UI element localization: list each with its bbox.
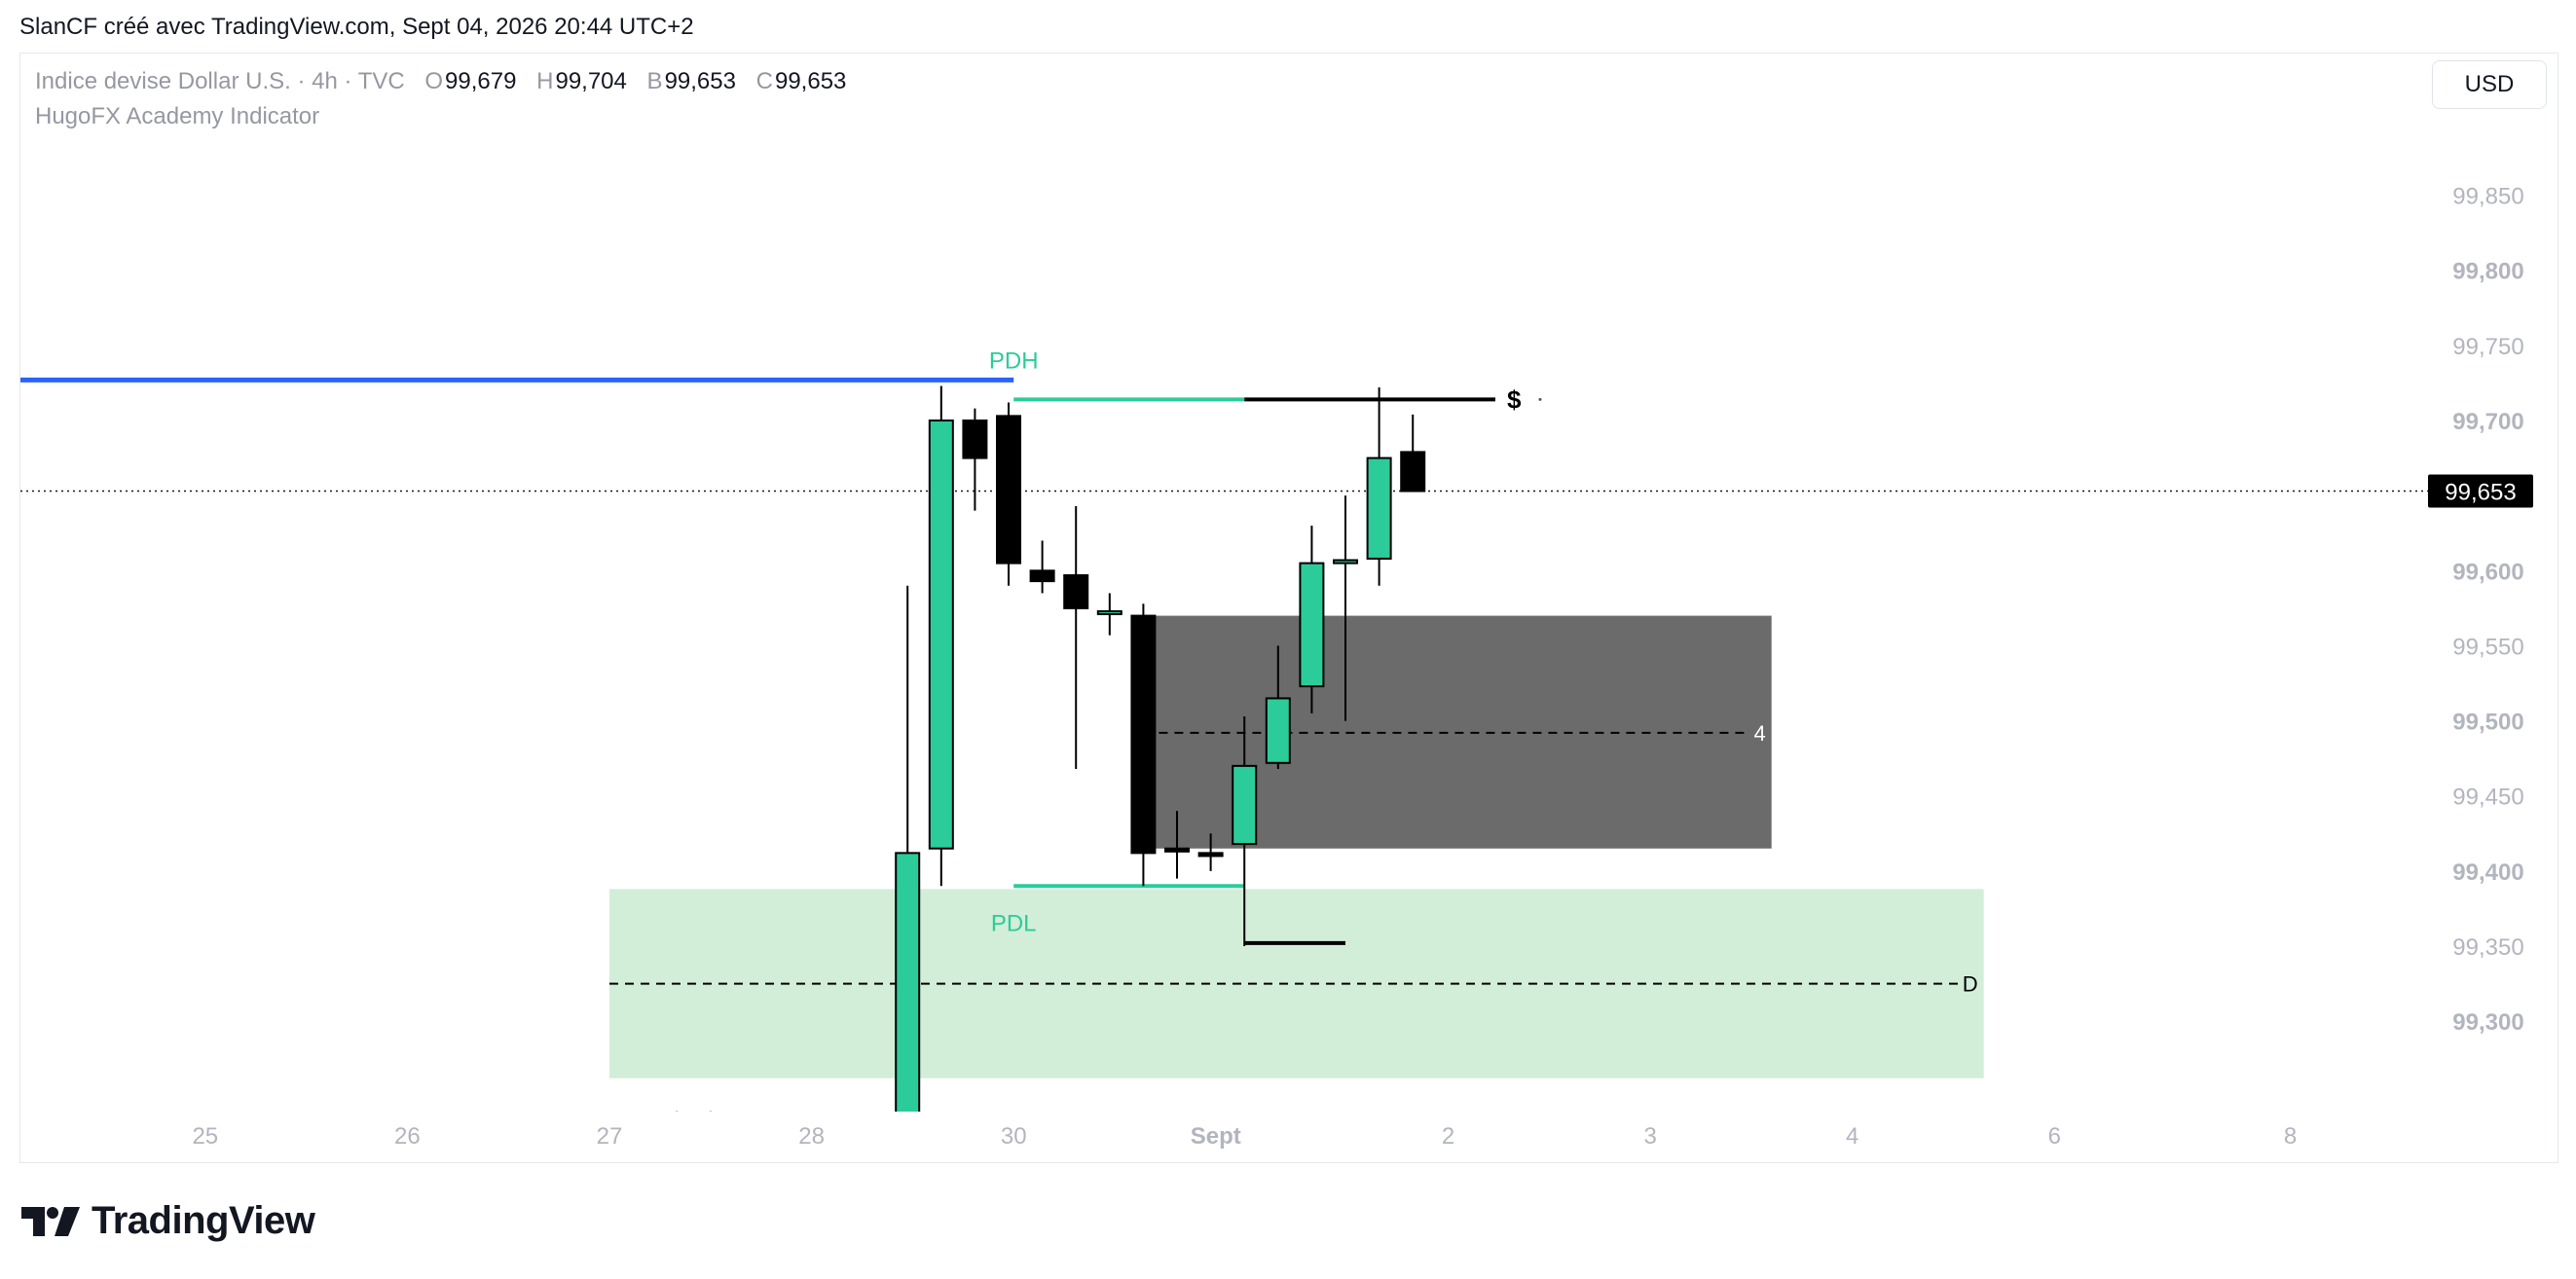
price-tick-label: 99,850: [2452, 184, 2523, 210]
time-tick-label: 6: [2048, 1123, 2061, 1150]
candle-16[interactable]: [1333, 495, 1359, 721]
candle-body: [1029, 569, 1055, 583]
candle-3[interactable]: [895, 585, 921, 1134]
candle-13[interactable]: [1232, 715, 1258, 947]
candle-body: [1197, 852, 1224, 858]
candle-18[interactable]: [1400, 414, 1426, 493]
candle-body: [895, 852, 921, 1112]
time-tick-label: 3: [1643, 1123, 1656, 1150]
candle-body: [665, 1132, 688, 1137]
close-label: C: [755, 68, 773, 94]
price-tick-label: 99,800: [2452, 259, 2523, 285]
candle-body: [1333, 559, 1359, 565]
time-tick-label: 25: [192, 1123, 218, 1150]
candle-body: [1299, 562, 1325, 688]
currency-button[interactable]: USD: [2432, 60, 2547, 109]
time-tick-label: 27: [597, 1123, 623, 1150]
price-tick-label: 99,550: [2452, 634, 2523, 660]
candle-2[interactable]: [699, 1111, 722, 1139]
open-label: O: [424, 68, 444, 94]
candle-5[interactable]: [962, 408, 988, 511]
current-price-label: 99,653: [2445, 480, 2516, 506]
brand: TradingView: [21, 1199, 315, 1243]
candle-4[interactable]: [928, 385, 954, 887]
chart-pane[interactable]: [19, 53, 2558, 1163]
tradingview-logo-icon: [21, 1206, 80, 1236]
level-label-pdh: PDH: [989, 347, 1039, 374]
zone-label-1: 4: [1753, 721, 1765, 746]
candle-15[interactable]: [1299, 526, 1325, 713]
candle-10[interactable]: [1130, 603, 1157, 887]
candle-12[interactable]: [1197, 833, 1224, 871]
open-value: 99,679: [445, 68, 517, 94]
candle-body: [928, 420, 954, 850]
price-tick-label: 99,700: [2452, 409, 2523, 435]
time-tick-label: Sept: [1191, 1123, 1241, 1150]
price-tick-label: 99,500: [2452, 710, 2523, 736]
close-value: 99,653: [774, 68, 847, 94]
price-tick-label: 99,450: [2452, 785, 2523, 811]
price-tick-label: 99,300: [2452, 1009, 2523, 1036]
high-label: H: [536, 68, 554, 94]
candle-body: [699, 1132, 722, 1137]
symbol-legend[interactable]: Indice devise Dollar U.S. · 4h · TVC O99…: [35, 68, 860, 95]
candle-6[interactable]: [996, 402, 1022, 586]
candle-1[interactable]: [665, 1111, 688, 1139]
time-tick-label: 2: [1442, 1123, 1454, 1150]
brand-name: TradingView: [92, 1199, 315, 1242]
liquidity-marker: $: [1507, 384, 1522, 414]
time-tick-label: 26: [394, 1123, 421, 1150]
candle-11[interactable]: [1164, 811, 1191, 879]
candle-body: [1063, 573, 1089, 609]
level-label-pdl: PDL: [991, 910, 1037, 936]
symbol-name[interactable]: Indice devise Dollar U.S. · 4h · TVC: [35, 68, 405, 94]
candle-body: [996, 415, 1022, 565]
price-tick-label: 99,350: [2452, 934, 2523, 961]
candle-body: [1096, 609, 1122, 615]
zone-label-2: D: [1963, 972, 1978, 997]
price-tick-label: 99,400: [2452, 859, 2523, 886]
time-tick-label: 4: [1846, 1123, 1858, 1150]
chart-credit: SlanCF créé avec TradingView.com, Sept 0…: [19, 14, 694, 40]
candle-7[interactable]: [1029, 540, 1055, 594]
price-tick-label: 99,600: [2452, 559, 2523, 585]
candle-17[interactable]: [1366, 387, 1392, 586]
candle-9[interactable]: [1096, 593, 1122, 636]
time-tick-label: 8: [2284, 1123, 2297, 1150]
candle-body: [1232, 764, 1258, 846]
current-price-badge: [2428, 474, 2533, 508]
candle-body: [1400, 451, 1426, 493]
indicator-legend[interactable]: HugoFX Academy Indicator: [35, 103, 320, 129]
time-tick-label: 30: [1001, 1123, 1027, 1150]
candle-body: [1164, 847, 1191, 853]
low-label: B: [646, 68, 663, 94]
low-value: 99,653: [664, 68, 736, 94]
candle-body: [962, 420, 988, 459]
price-tick-label: 99,750: [2452, 334, 2523, 360]
candle-body: [1366, 457, 1392, 560]
candle-body: [1265, 697, 1291, 764]
candle-body: [1130, 614, 1157, 855]
candle-8[interactable]: [1063, 505, 1089, 769]
time-tick-label: 28: [798, 1123, 825, 1150]
high-value: 99,704: [555, 68, 627, 94]
liquidity-dot: [1538, 397, 1542, 401]
candle-14[interactable]: [1265, 645, 1291, 769]
